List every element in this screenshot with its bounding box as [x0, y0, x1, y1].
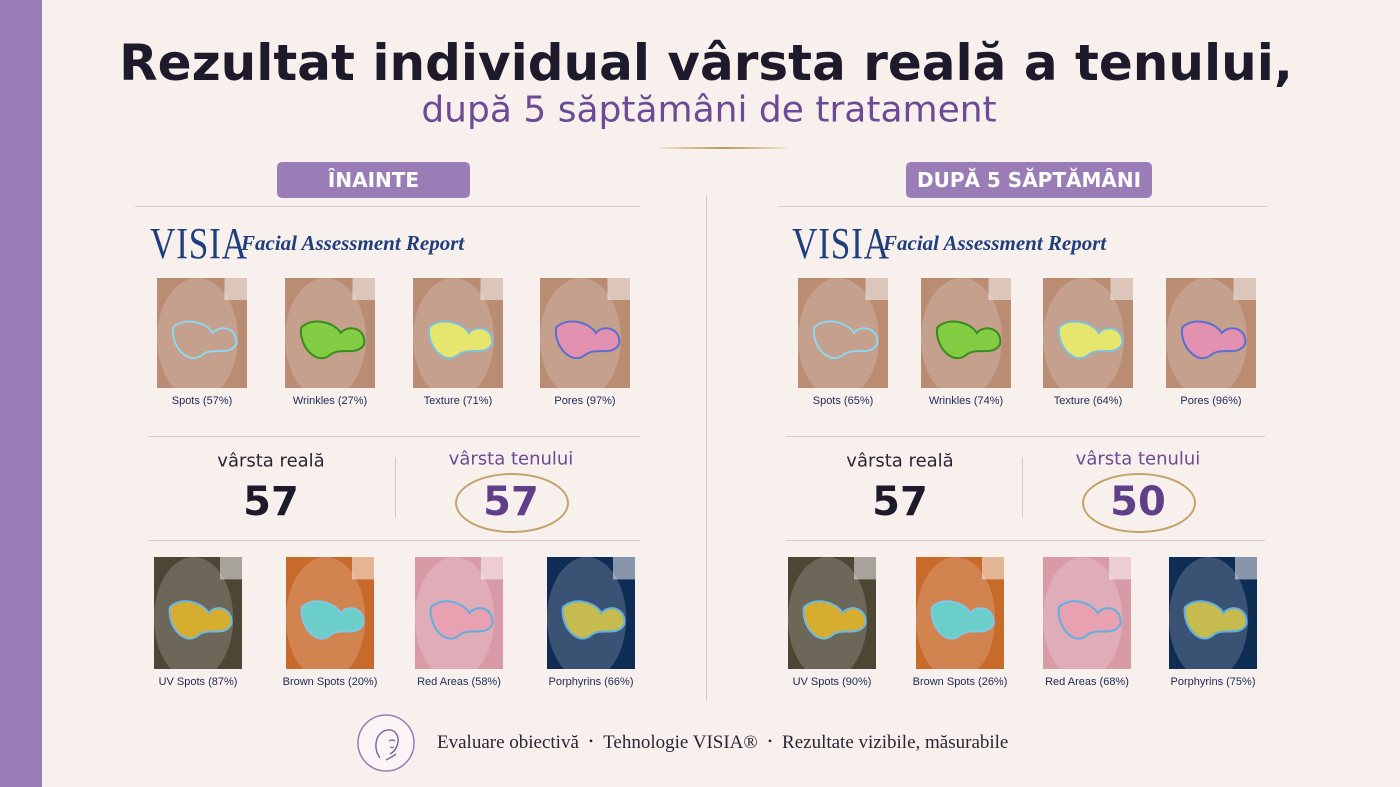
pill-label: DUPĂ 5 SĂPTĂMÂNI	[916, 168, 1142, 192]
separator: •	[588, 734, 594, 748]
pill-label: ÎNAINTE	[327, 168, 420, 192]
footer-item: Tehnologie VISIA®	[603, 732, 758, 753]
photo-caption: Texture (64%)	[1053, 395, 1123, 407]
uv-photo	[1043, 557, 1131, 669]
uv-photo	[547, 557, 635, 669]
subtitle: după 5 săptămâni de tratament	[421, 89, 997, 131]
photo-caption: Pores (96%)	[1180, 395, 1242, 407]
real-age: 57	[243, 479, 299, 525]
real-age-label: vârsta reală	[217, 450, 325, 472]
photo-caption: Spots (57%)	[171, 395, 233, 407]
age-divider	[1022, 457, 1023, 517]
age-divider	[395, 457, 396, 517]
face-photo	[798, 278, 888, 388]
uv-photo	[916, 557, 1004, 669]
photo-caption: Brown Spots (26%)	[912, 676, 1008, 688]
skin-age-ring	[455, 473, 569, 533]
skin-age: 57	[483, 479, 539, 525]
photo-caption: Red Areas (68%)	[1045, 676, 1129, 688]
photo-caption: UV Spots (90%)	[792, 676, 872, 688]
uv-photo	[415, 557, 503, 669]
title: Rezultat individual vârsta reală a tenul…	[119, 34, 1293, 92]
brand: VISIA	[150, 219, 248, 268]
side-stripe	[0, 0, 42, 787]
uv-photo	[154, 557, 242, 669]
footer-item: Rezultate vizibile, măsurabile	[782, 732, 1009, 753]
uv-photo	[1169, 557, 1257, 669]
panel-divider	[706, 196, 707, 700]
face-photo	[540, 278, 630, 388]
separator: •	[767, 734, 773, 748]
pill	[277, 162, 470, 198]
face-photo	[1166, 278, 1256, 388]
face-photo	[285, 278, 375, 388]
real-age: 57	[872, 479, 928, 525]
uv-photo	[286, 557, 374, 669]
photo-caption: UV Spots (87%)	[158, 676, 238, 688]
brand: VISIA	[792, 219, 890, 268]
rule	[778, 206, 1268, 207]
photo-caption: Pores (97%)	[554, 395, 616, 407]
photo-caption: Porphyrins (75%)	[1170, 676, 1256, 688]
photo-caption: Spots (65%)	[812, 395, 874, 407]
rule	[148, 540, 640, 541]
face-icon	[357, 714, 415, 772]
report-title: Facial Assessment Report	[241, 231, 465, 255]
face-photo	[921, 278, 1011, 388]
photo-caption: Wrinkles (74%)	[928, 395, 1004, 407]
face-photo	[413, 278, 503, 388]
rule	[786, 540, 1265, 541]
uv-photo	[788, 557, 876, 669]
face-photo	[1043, 278, 1133, 388]
skin-age: 50	[1110, 479, 1166, 525]
report-title: Facial Assessment Report	[883, 231, 1107, 255]
footer-item: Evaluare obiectivă	[437, 732, 579, 753]
photo-caption: Texture (71%)	[423, 395, 493, 407]
footer: Evaluare obiectivă • Tehnologie VISIA® • Rez…	[437, 732, 1008, 754]
photo-caption: Red Areas (58%)	[417, 676, 501, 688]
skin-age-label: vârsta tenului	[1075, 448, 1201, 470]
photo-caption: Porphyrins (66%)	[548, 676, 634, 688]
rule	[135, 206, 640, 207]
skin-age-ring	[1082, 473, 1196, 533]
rule	[786, 436, 1265, 437]
pill	[906, 162, 1152, 198]
gold-rule	[660, 147, 786, 149]
skin-age-label: vârsta tenului	[448, 448, 574, 470]
real-age-label: vârsta reală	[846, 450, 954, 472]
rule	[148, 436, 640, 437]
photo-caption: Brown Spots (20%)	[282, 676, 378, 688]
photo-caption: Wrinkles (27%)	[292, 395, 368, 407]
face-photo	[157, 278, 247, 388]
